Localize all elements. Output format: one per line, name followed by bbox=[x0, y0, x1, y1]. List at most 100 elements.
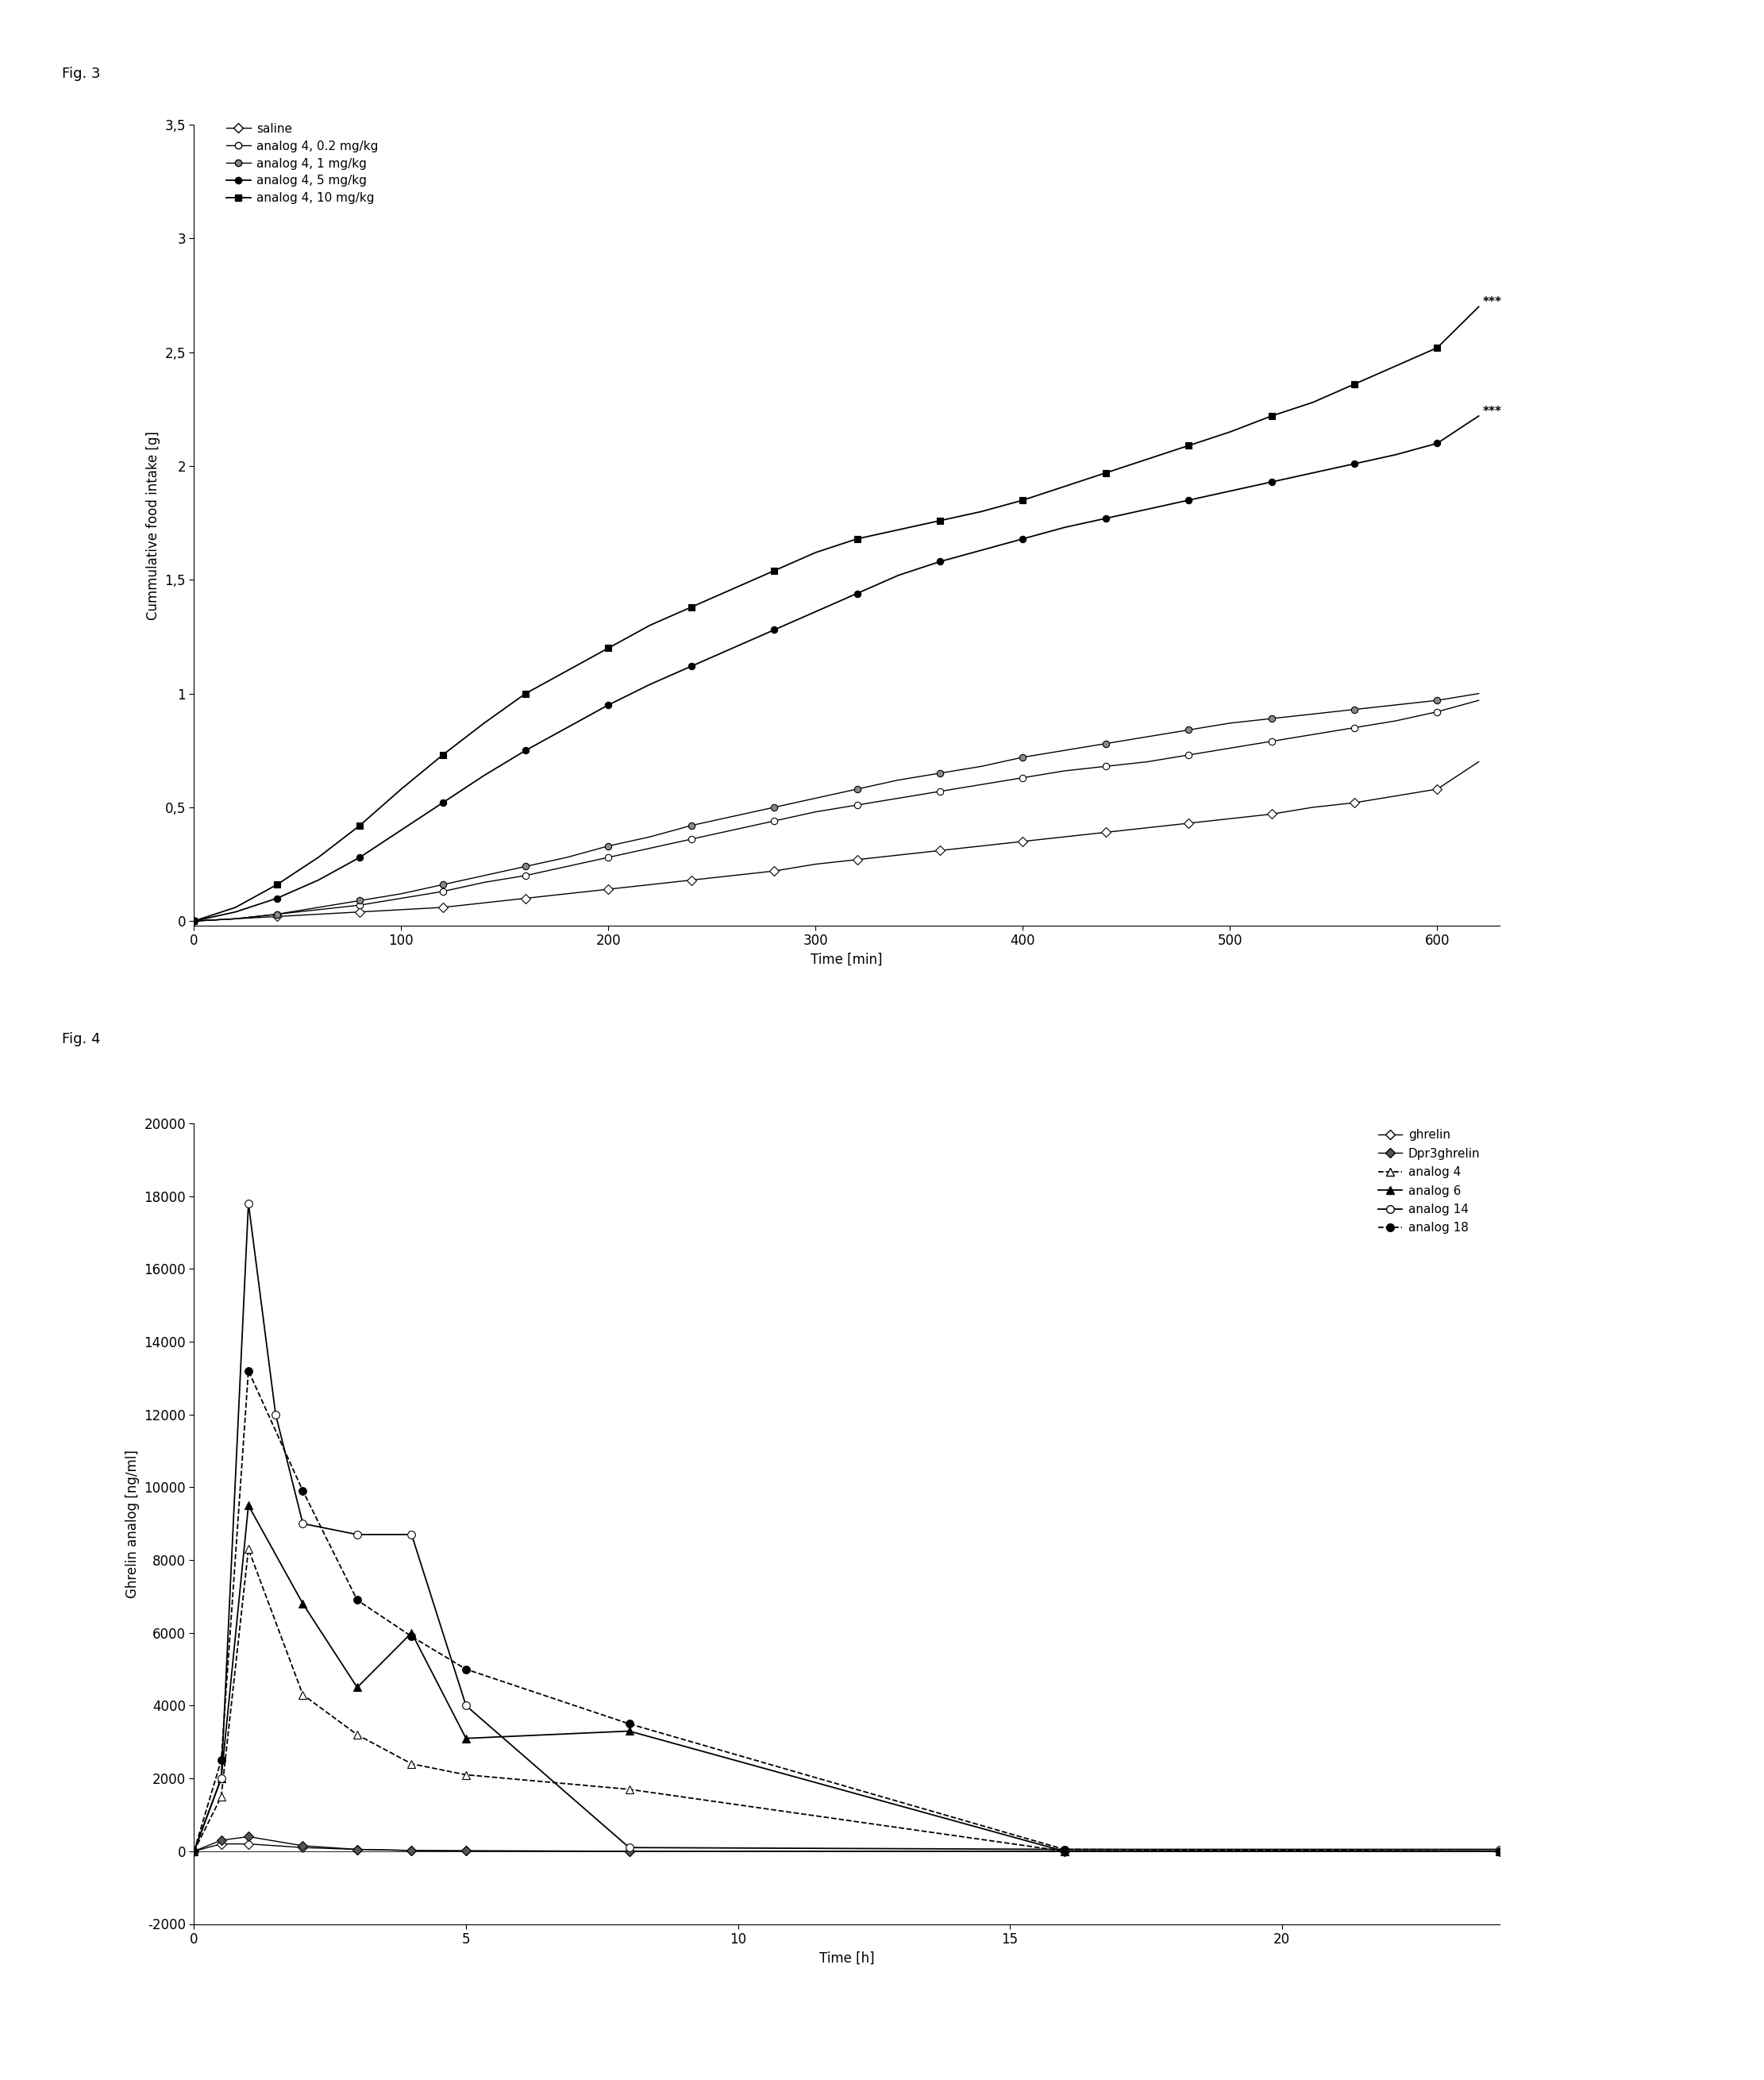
analog 14 bbox=[1053, 1837, 1074, 1862]
analog 4, 5 mg/kg bbox=[1385, 443, 1406, 468]
analog 4, 1 mg/kg bbox=[183, 909, 205, 934]
analog 4, 10 mg/kg bbox=[1095, 460, 1117, 485]
analog 4, 0.2 mg/kg bbox=[847, 792, 868, 817]
analog 4, 0.2 mg/kg bbox=[1178, 743, 1200, 768]
analog 4, 5 mg/kg bbox=[390, 817, 411, 842]
analog 4, 1 mg/kg bbox=[224, 907, 245, 932]
analog 4, 1 mg/kg bbox=[764, 795, 785, 820]
analog 4, 1 mg/kg bbox=[1178, 718, 1200, 743]
analog 4, 0.2 mg/kg bbox=[1219, 736, 1240, 761]
analog 4, 10 mg/kg bbox=[804, 541, 826, 566]
analog 4, 10 mg/kg bbox=[432, 743, 453, 768]
analog 4, 10 mg/kg bbox=[1219, 420, 1240, 445]
analog 4, 0.2 mg/kg bbox=[1095, 753, 1117, 778]
analog 4, 1 mg/kg bbox=[473, 863, 494, 888]
ghrelin bbox=[346, 1837, 367, 1862]
analog 4, 10 mg/kg bbox=[473, 711, 494, 736]
analog 14 bbox=[400, 1523, 422, 1548]
analog 4 bbox=[400, 1751, 422, 1776]
analog 4, 5 mg/kg bbox=[764, 618, 785, 643]
analog 4 bbox=[346, 1722, 367, 1747]
saline bbox=[1385, 784, 1406, 809]
analog 14 bbox=[1489, 1837, 1510, 1862]
ghrelin bbox=[293, 1835, 314, 1860]
analog 4, 5 mg/kg bbox=[1427, 431, 1448, 456]
analog 4, 0.2 mg/kg bbox=[970, 772, 991, 797]
saline bbox=[887, 842, 908, 867]
analog 4, 5 mg/kg bbox=[887, 564, 908, 589]
analog 6 bbox=[210, 1766, 231, 1791]
analog 6 bbox=[1489, 1839, 1510, 1864]
ghrelin bbox=[455, 1839, 476, 1864]
analog 6 bbox=[1053, 1839, 1074, 1864]
analog 4, 0.2 mg/kg bbox=[390, 886, 411, 911]
Line: analog 18: analog 18 bbox=[191, 1367, 1503, 1855]
analog 4, 0.2 mg/kg bbox=[1261, 728, 1282, 753]
analog 4, 0.2 mg/kg bbox=[764, 809, 785, 834]
analog 4, 5 mg/kg bbox=[183, 909, 205, 934]
saline bbox=[639, 872, 660, 896]
analog 4, 1 mg/kg bbox=[970, 753, 991, 778]
saline bbox=[224, 907, 245, 932]
analog 4, 1 mg/kg bbox=[930, 761, 951, 786]
analog 18 bbox=[619, 1712, 640, 1737]
analog 4, 0.2 mg/kg bbox=[266, 903, 288, 928]
analog 4, 0.2 mg/kg bbox=[515, 863, 536, 888]
X-axis label: Time [min]: Time [min] bbox=[811, 953, 882, 967]
Text: ***: *** bbox=[1484, 295, 1501, 308]
analog 4, 10 mg/kg bbox=[1302, 389, 1323, 414]
analog 4, 0.2 mg/kg bbox=[681, 826, 702, 851]
analog 4, 0.2 mg/kg bbox=[183, 909, 205, 934]
analog 4, 1 mg/kg bbox=[1468, 680, 1489, 705]
Legend: ghrelin, Dpr3ghrelin, analog 4, analog 6, analog 14, analog 18: ghrelin, Dpr3ghrelin, analog 4, analog 6… bbox=[1378, 1129, 1480, 1233]
analog 4, 10 mg/kg bbox=[1427, 335, 1448, 360]
saline bbox=[183, 909, 205, 934]
analog 18 bbox=[346, 1587, 367, 1612]
analog 4, 1 mg/kg bbox=[1302, 701, 1323, 726]
analog 4, 10 mg/kg bbox=[266, 872, 288, 896]
analog 4, 5 mg/kg bbox=[307, 867, 328, 892]
analog 4, 10 mg/kg bbox=[556, 657, 577, 682]
analog 6 bbox=[455, 1726, 476, 1751]
analog 4, 10 mg/kg bbox=[307, 844, 328, 869]
saline bbox=[473, 890, 494, 915]
saline bbox=[598, 876, 619, 901]
analog 4, 0.2 mg/kg bbox=[349, 892, 370, 917]
Dpr3ghrelin bbox=[210, 1828, 231, 1853]
analog 4, 0.2 mg/kg bbox=[887, 786, 908, 811]
analog 4, 0.2 mg/kg bbox=[307, 896, 328, 921]
Line: analog 4, 10 mg/kg: analog 4, 10 mg/kg bbox=[191, 304, 1482, 924]
analog 4, 10 mg/kg bbox=[1178, 433, 1200, 458]
analog 4 bbox=[455, 1762, 476, 1787]
Dpr3ghrelin bbox=[619, 1839, 640, 1864]
analog 14 bbox=[455, 1693, 476, 1718]
analog 14 bbox=[619, 1835, 640, 1860]
Line: analog 4, 1 mg/kg: analog 4, 1 mg/kg bbox=[191, 691, 1482, 924]
Y-axis label: Ghrelin analog [ng/ml]: Ghrelin analog [ng/ml] bbox=[125, 1450, 139, 1597]
analog 4, 0.2 mg/kg bbox=[1053, 759, 1074, 784]
Line: ghrelin: ghrelin bbox=[191, 1841, 1503, 1855]
saline bbox=[556, 882, 577, 907]
Dpr3ghrelin bbox=[1489, 1839, 1510, 1864]
analog 4, 0.2 mg/kg bbox=[930, 778, 951, 803]
analog 4, 10 mg/kg bbox=[1136, 447, 1157, 472]
saline bbox=[266, 905, 288, 930]
analog 4 bbox=[210, 1785, 231, 1810]
analog 4, 1 mg/kg bbox=[1053, 738, 1074, 763]
analog 4, 5 mg/kg bbox=[721, 636, 743, 661]
analog 4, 0.2 mg/kg bbox=[224, 907, 245, 932]
analog 4, 1 mg/kg bbox=[515, 855, 536, 880]
analog 18 bbox=[455, 1656, 476, 1681]
Text: ***: *** bbox=[1484, 406, 1501, 418]
analog 6 bbox=[238, 1493, 259, 1518]
analog 4, 1 mg/kg bbox=[432, 872, 453, 896]
analog 4, 10 mg/kg bbox=[887, 518, 908, 543]
analog 4, 10 mg/kg bbox=[639, 614, 660, 639]
saline bbox=[1344, 790, 1365, 815]
analog 4, 5 mg/kg bbox=[1095, 505, 1117, 530]
analog 4, 5 mg/kg bbox=[349, 844, 370, 869]
analog 4, 5 mg/kg bbox=[1468, 404, 1489, 428]
analog 4 bbox=[619, 1776, 640, 1801]
analog 14 bbox=[293, 1510, 314, 1535]
analog 18 bbox=[238, 1358, 259, 1383]
